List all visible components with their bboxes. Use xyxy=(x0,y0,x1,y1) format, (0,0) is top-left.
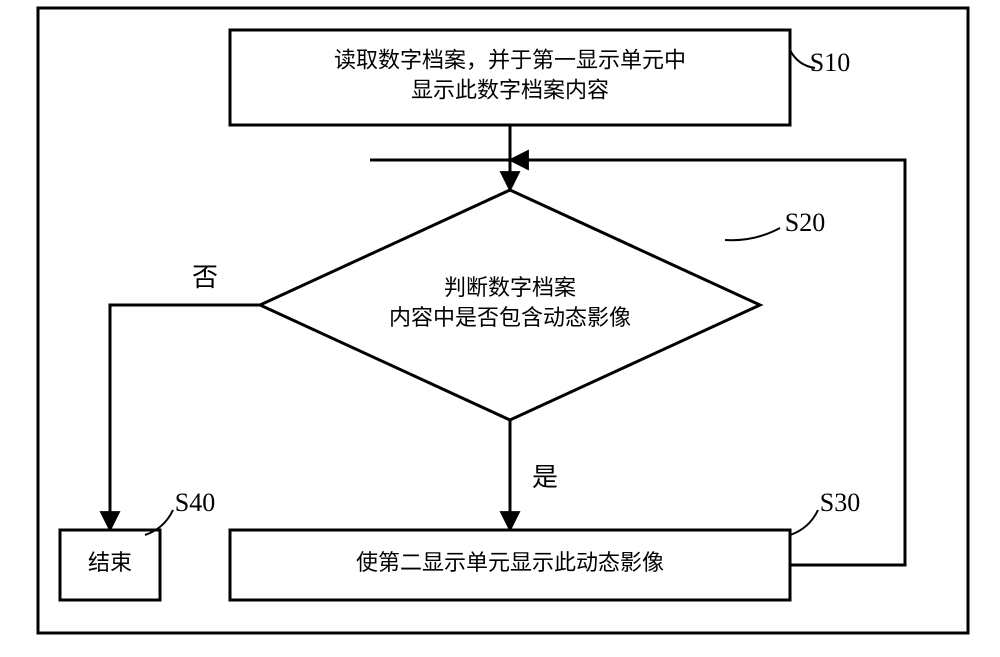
node-s40: 结束 S40 xyxy=(60,488,215,600)
node-s40-line0: 结束 xyxy=(88,550,132,575)
node-s30-label: S30 xyxy=(820,488,860,517)
edge-label-s20_no_to_s40: 否 xyxy=(192,263,218,292)
node-s20-line1: 内容中是否包含动态影像 xyxy=(389,305,631,330)
node-s30: 使第二显示单元显示此动态影像 S30 xyxy=(230,488,860,600)
node-s20-line0: 判断数字档案 xyxy=(444,275,576,300)
node-s10: 读取数字档案，并于第一显示单元中显示此数字档案内容 S10 xyxy=(230,30,850,125)
node-s10-line0: 读取数字档案，并于第一显示单元中 xyxy=(334,48,686,73)
node-s10-line1: 显示此数字档案内容 xyxy=(411,77,609,102)
edge-label-s20_yes_to_s30: 是 xyxy=(532,463,558,492)
node-s40-label: S40 xyxy=(175,488,215,517)
node-s20-label: S20 xyxy=(785,208,825,237)
node-s10-label: S10 xyxy=(810,48,850,77)
node-s20: 判断数字档案内容中是否包含动态影像 S20 xyxy=(260,190,825,420)
node-s30-line0: 使第二显示单元显示此动态影像 xyxy=(356,550,664,575)
